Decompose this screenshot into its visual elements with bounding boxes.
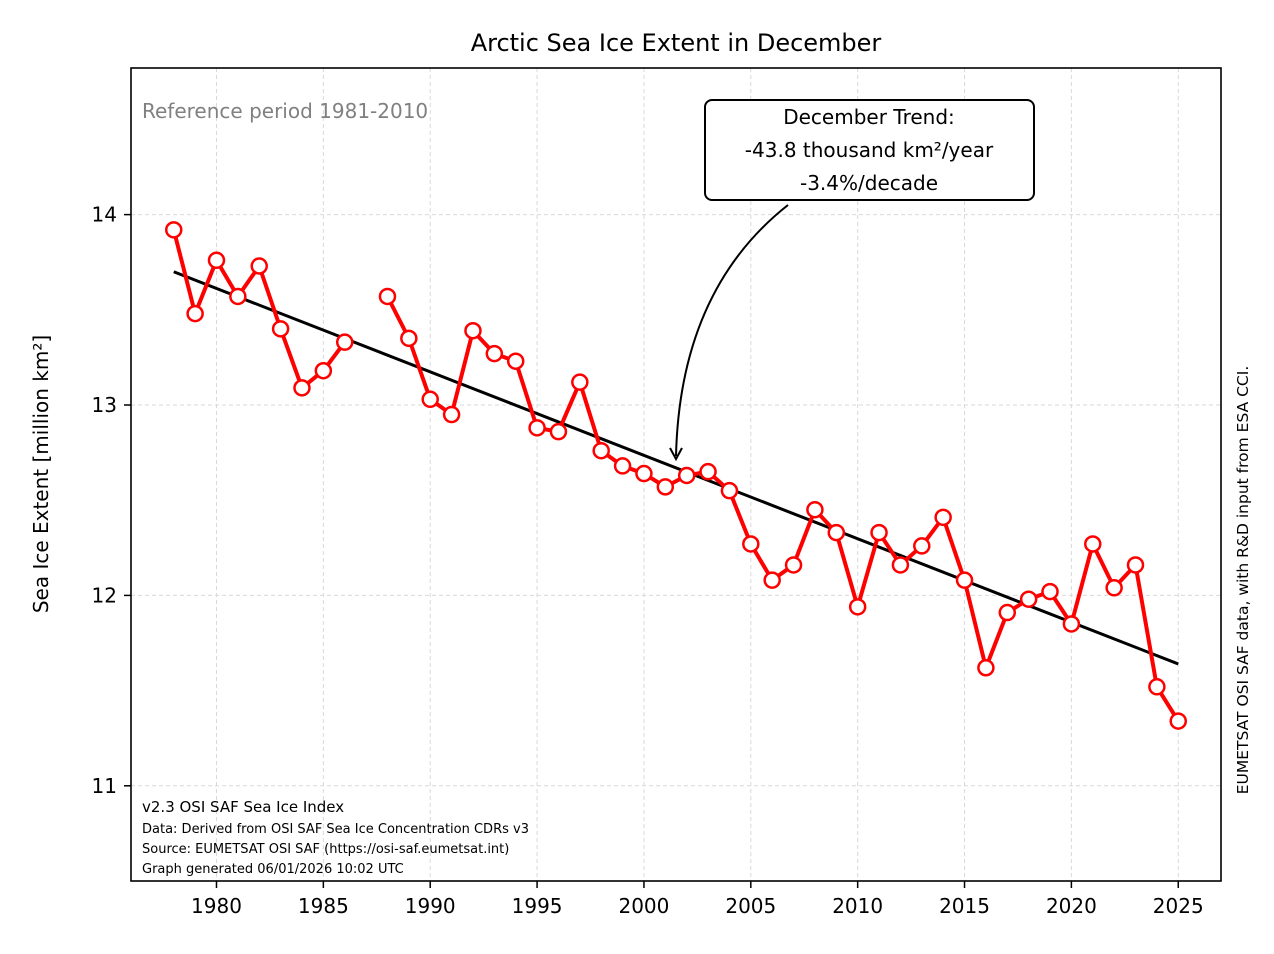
x-tick-label: 1985 bbox=[298, 894, 349, 918]
data-point bbox=[699, 462, 717, 481]
data-point bbox=[207, 251, 226, 270]
data-point bbox=[763, 571, 781, 589]
series-group bbox=[164, 221, 1188, 730]
data-point bbox=[528, 419, 546, 437]
x-tick-label: 2005 bbox=[725, 894, 776, 918]
annotation-line: December Trend: bbox=[783, 105, 955, 129]
trend-annotation: December Trend: -43.8 thousand km²/year … bbox=[669, 99, 1035, 462]
x-tick-label: 1980 bbox=[191, 894, 242, 918]
footer-line: Source: EUMETSAT OSI SAF (https://osi-sa… bbox=[142, 842, 509, 857]
side-credit: EUMETSAT OSI SAF data, with R&D input fr… bbox=[1234, 366, 1252, 795]
data-point bbox=[977, 659, 995, 677]
data-point bbox=[1084, 535, 1102, 553]
reference-period-text: Reference period 1981-2010 bbox=[142, 99, 428, 123]
footer-line: Data: Derived from OSI SAF Sea Ice Conce… bbox=[142, 822, 529, 837]
annotation-line: -43.8 thousand km²/year bbox=[745, 138, 994, 162]
x-tick-label: 2000 bbox=[618, 894, 669, 918]
grid bbox=[131, 68, 1221, 881]
x-tick-label: 2025 bbox=[1153, 894, 1204, 918]
data-point bbox=[186, 304, 204, 323]
data-point bbox=[164, 221, 183, 239]
data-point bbox=[400, 329, 418, 348]
data-point bbox=[506, 352, 525, 370]
annotation-arrow bbox=[675, 204, 789, 457]
data-point bbox=[442, 405, 461, 424]
data-point bbox=[1148, 678, 1166, 696]
footer-line: Graph generated 06/01/2026 10:02 UTC bbox=[142, 862, 404, 877]
chart-title: Arctic Sea Ice Extent in December bbox=[471, 29, 882, 57]
data-point bbox=[848, 598, 867, 616]
data-point bbox=[592, 441, 610, 460]
data-point bbox=[742, 535, 760, 553]
annotation-box bbox=[704, 99, 1035, 201]
data-point bbox=[485, 344, 504, 363]
data-point bbox=[677, 466, 696, 485]
data-point bbox=[613, 457, 632, 475]
x-tick-label: 1995 bbox=[512, 894, 563, 918]
x-tick-label: 1990 bbox=[405, 894, 456, 918]
data-point bbox=[806, 500, 824, 519]
data-point bbox=[934, 508, 952, 527]
data-point bbox=[335, 333, 354, 351]
x-tick-label: 2015 bbox=[939, 894, 990, 918]
data-point bbox=[378, 287, 397, 306]
data-point bbox=[229, 287, 247, 306]
footer-line: v2.3 OSI SAF Sea Ice Index bbox=[142, 798, 344, 816]
y-tick-label: 13 bbox=[92, 393, 117, 417]
data-point bbox=[1126, 556, 1145, 574]
ticks: 1980 1985 1990 1995 2000 2005 2010 2015 2020 2025… bbox=[92, 203, 1204, 918]
data-point bbox=[784, 556, 803, 574]
data-point bbox=[870, 523, 888, 542]
data-point bbox=[250, 257, 268, 275]
annotation-line: -3.4%/decade bbox=[800, 171, 938, 195]
data-point bbox=[1105, 579, 1123, 597]
plot-frame bbox=[130, 67, 1222, 882]
y-axis-label: Sea Ice Extent [million km²] bbox=[29, 335, 53, 613]
data-point bbox=[293, 379, 311, 397]
y-tick-label: 11 bbox=[92, 774, 117, 798]
x-tick-label: 2020 bbox=[1046, 894, 1097, 918]
arrow-head-icon bbox=[669, 447, 683, 462]
data-point bbox=[549, 422, 568, 441]
data-point bbox=[314, 361, 333, 380]
data-point bbox=[913, 537, 931, 555]
data-point bbox=[891, 556, 910, 574]
data-point bbox=[1169, 712, 1188, 730]
data-point bbox=[1041, 582, 1059, 601]
x-tick-label: 2010 bbox=[832, 894, 883, 918]
data-point bbox=[656, 478, 675, 496]
data-point bbox=[271, 320, 290, 338]
data-point bbox=[998, 603, 1017, 622]
footer-text: v2.3 OSI SAF Sea Ice Index Data: Derived… bbox=[142, 798, 529, 877]
y-tick-label: 14 bbox=[92, 203, 117, 227]
data-point bbox=[571, 373, 589, 391]
data-point bbox=[955, 571, 974, 589]
data-point bbox=[720, 481, 739, 500]
data-point bbox=[827, 523, 846, 542]
data-point bbox=[421, 390, 439, 409]
data-point bbox=[635, 464, 653, 483]
y-tick-label: 12 bbox=[92, 583, 117, 607]
data-point bbox=[1062, 615, 1081, 633]
data-point bbox=[1019, 590, 1038, 608]
data-point bbox=[464, 321, 482, 340]
